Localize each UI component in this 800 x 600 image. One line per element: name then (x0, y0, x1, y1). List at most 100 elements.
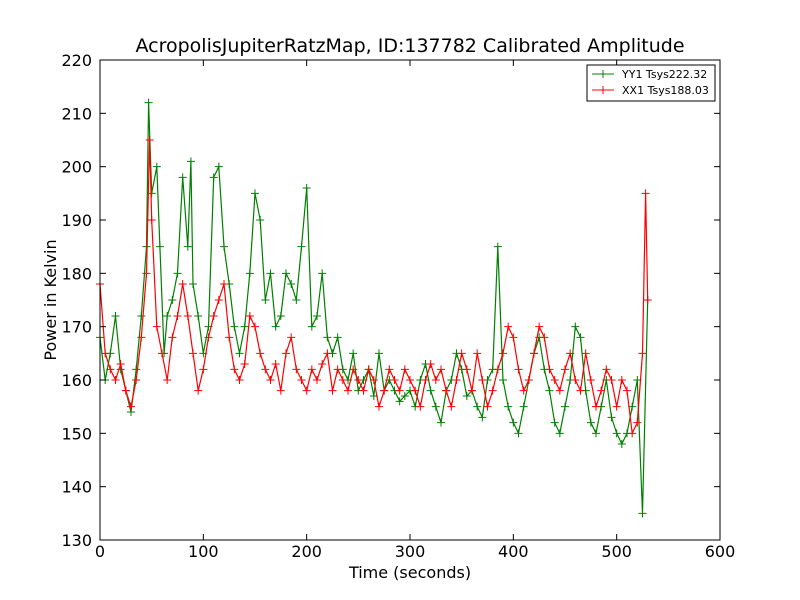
data-point (287, 280, 296, 288)
data-point (364, 365, 373, 374)
data-point (473, 402, 482, 411)
ticks-layer: 0 100 200 300 400 500 600 130 140 150 160 170 180 190… (61, 51, 735, 561)
data-point (519, 386, 528, 395)
data-point (276, 386, 285, 395)
data-point (514, 365, 523, 374)
data-point (297, 242, 306, 251)
y-tick-label: 140 (61, 478, 92, 497)
data-point (597, 386, 606, 395)
legend-marker-xx1 (599, 86, 607, 94)
legend: YY1 Tsys222.32 XX1 Tsys188.03 (586, 64, 716, 102)
y-tick-label: 220 (61, 51, 92, 70)
data-point (504, 402, 513, 411)
data-point (333, 365, 342, 374)
data-point (235, 349, 244, 358)
data-point (602, 365, 611, 374)
data-point (431, 376, 440, 384)
legend-label-xx1: XX1 Tsys188.03 (622, 84, 709, 97)
data-point (323, 349, 332, 358)
data-point (478, 376, 487, 384)
data-point (400, 392, 409, 400)
data-point (142, 269, 151, 278)
data-point (468, 386, 476, 395)
data-point (437, 418, 445, 427)
legend-marker-yy1 (599, 70, 607, 78)
data-point (359, 386, 368, 395)
y-axis-label: Power in Kelvin (41, 239, 60, 360)
legend-box (586, 64, 716, 102)
data-point (307, 365, 316, 374)
data-point (354, 376, 363, 384)
data-point (101, 349, 110, 358)
data-point (540, 333, 549, 342)
data-point (173, 312, 182, 320)
data-point (586, 376, 595, 384)
data-point (638, 349, 647, 358)
data-point (623, 386, 631, 395)
data-point (328, 386, 337, 395)
data-point (509, 333, 518, 342)
data-point (199, 365, 208, 374)
y-tick-label: 130 (61, 531, 92, 550)
data-point (194, 312, 203, 320)
legend-label-yy1: YY1 Tsys222.32 (621, 68, 707, 81)
data-point (121, 386, 130, 395)
data-point (400, 365, 409, 374)
x-tick-label: 500 (601, 542, 632, 561)
data-point (261, 296, 270, 304)
data-point (168, 333, 177, 342)
data-point (158, 349, 166, 358)
data-point (261, 365, 270, 374)
data-point (488, 386, 497, 395)
data-point (313, 312, 321, 320)
data-point (550, 376, 559, 384)
data-point (323, 333, 332, 342)
data-point (266, 269, 275, 278)
data-point (127, 402, 135, 411)
data-point (426, 360, 435, 368)
data-point (493, 365, 502, 374)
data-point (189, 280, 197, 288)
data-point (519, 402, 528, 411)
data-point (116, 360, 125, 368)
y-tick-label: 160 (61, 371, 92, 390)
data-point (168, 296, 177, 304)
data-point (333, 333, 342, 342)
plot-background (100, 60, 720, 540)
data-point (318, 360, 327, 368)
data-point (144, 98, 153, 107)
y-tick-label: 170 (61, 318, 92, 337)
data-point (431, 402, 440, 411)
x-tick-label: 100 (188, 542, 219, 561)
data-point (504, 322, 513, 331)
data-point (183, 242, 192, 251)
data-point (561, 402, 569, 411)
data-point (338, 376, 347, 384)
data-point (245, 312, 254, 320)
data-point (204, 333, 213, 342)
data-point (307, 322, 316, 331)
data-point (499, 376, 507, 384)
data-point (555, 386, 564, 395)
data-point (555, 429, 564, 438)
data-point (524, 376, 533, 384)
data-point (641, 189, 650, 198)
data-point (230, 322, 239, 331)
chart-title: AcropolisJupiterRatzMap, ID:137782 Calib… (135, 35, 684, 57)
y-tick-label: 150 (61, 424, 92, 443)
y-tick-label: 200 (61, 158, 92, 177)
data-point (617, 376, 626, 384)
data-point (530, 349, 538, 358)
data-point (271, 322, 280, 331)
plot-frame (99, 59, 721, 541)
data-point (457, 349, 466, 358)
data-point (214, 162, 223, 171)
data-point (586, 418, 595, 427)
series-line (99, 102, 649, 514)
data-point (256, 349, 265, 358)
data-point (137, 333, 146, 342)
data-point (251, 189, 259, 198)
x-axis-label: Time (seconds) (348, 563, 471, 582)
